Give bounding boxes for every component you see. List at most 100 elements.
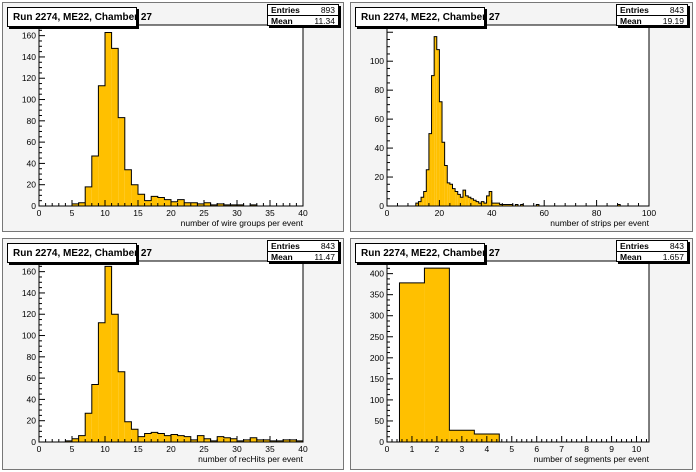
y-tick-label: 60	[375, 114, 385, 124]
histogram-bar	[424, 268, 450, 442]
x-tick-label: 20	[166, 208, 176, 218]
y-tick-label: 250	[370, 332, 384, 342]
histogram-bar	[483, 203, 487, 206]
histogram-bar	[444, 165, 448, 206]
y-tick-label: 50	[375, 416, 385, 426]
y-tick-label: 80	[27, 116, 37, 126]
histogram-bar	[473, 200, 477, 206]
histogram-bar	[431, 75, 435, 207]
x-tick-label: 0	[37, 444, 42, 454]
x-tick-label: 0	[37, 208, 42, 218]
x-axis-title: number of wire groups per event	[181, 218, 304, 228]
histogram-bar	[124, 421, 132, 442]
histogram-bar	[504, 204, 508, 206]
histogram-bar	[118, 371, 125, 442]
mean-label: Mean	[620, 252, 642, 262]
y-tick-label: 20	[375, 172, 385, 182]
histogram-bar	[497, 203, 500, 206]
y-tick-label: 40	[27, 394, 37, 404]
entries-label: Entries	[620, 241, 649, 251]
histogram-outline	[39, 265, 304, 443]
entries-label: Entries	[620, 5, 649, 15]
histogram-bar	[72, 203, 79, 206]
histogram-bar	[138, 194, 145, 206]
histogram-bar	[237, 204, 244, 206]
histogram-bar	[151, 432, 158, 442]
y-tick-label: 100	[22, 95, 36, 105]
histogram-bar	[502, 204, 505, 206]
histogram-bar	[491, 203, 495, 206]
plot-area	[39, 25, 303, 206]
entries-label: Entries	[271, 5, 300, 15]
histogram-panel-wire-groups: 0 5 10 15 20 25 30 35 40 0 20 40 60 80 100 120 140 160 num…	[2, 2, 344, 232]
histogram-bar	[449, 184, 453, 206]
histogram-bar	[217, 436, 224, 442]
x-tick-label: 80	[592, 208, 602, 218]
x-tick-label: 25	[199, 444, 209, 454]
histogram-bar	[536, 204, 539, 206]
histogram-bar	[230, 438, 237, 442]
histogram-bar	[72, 438, 79, 442]
histogram-bar	[436, 49, 440, 207]
histogram-bar	[447, 182, 450, 206]
y-tick-label: 140	[22, 52, 36, 62]
histogram-bar	[210, 440, 218, 442]
histogram-bar	[507, 204, 511, 206]
x-tick-label: 40	[298, 444, 308, 454]
histogram-bar	[164, 435, 171, 442]
histogram-bar	[426, 169, 429, 206]
x-tick-label: 35	[265, 208, 275, 218]
histogram-bar	[423, 191, 427, 206]
plot-area	[39, 261, 303, 442]
x-tick-label: 35	[265, 444, 275, 454]
histogram-bar	[223, 437, 231, 442]
histogram-bar	[65, 440, 72, 442]
histogram-bar	[184, 436, 191, 442]
x-tick-label: 10	[100, 208, 110, 218]
plot-frame	[386, 260, 650, 443]
histogram-bar	[452, 188, 456, 206]
histogram-bar	[91, 384, 99, 442]
y-tick-label: 160	[22, 267, 36, 277]
mean-value: 11.47	[314, 252, 335, 262]
x-tick-label: 60	[539, 208, 549, 218]
histogram-bar	[184, 202, 191, 206]
histogram-bar	[415, 203, 419, 206]
histogram-bar	[243, 439, 251, 442]
x-tick-label: 8	[584, 444, 589, 454]
x-tick-label: 40	[487, 208, 497, 218]
x-tick-label: 0	[385, 444, 390, 454]
histogram-panel-segments: 0 1 2 3 4 5 6 7 8 9 10 0 50 100 150 200 250 300 350 400 numb…	[350, 238, 693, 470]
x-tick-label: 15	[133, 208, 143, 218]
y-tick-label: 0	[31, 201, 36, 211]
histogram-bar	[171, 201, 178, 206]
histogram-bar	[489, 191, 492, 206]
x-tick-label: 2	[435, 444, 440, 454]
histogram-bar	[296, 440, 303, 442]
x-tick-label: 5	[70, 208, 75, 218]
histogram-bar	[250, 437, 257, 442]
x-tick-label: 20	[166, 444, 176, 454]
mean-value: 1.657	[662, 252, 684, 262]
y-tick-label: 120	[22, 309, 36, 319]
histogram-bar	[171, 434, 178, 442]
histogram-bar	[476, 201, 479, 206]
y-tick-label: 100	[22, 331, 36, 341]
entries-label: Entries	[271, 241, 300, 251]
x-tick-label: 100	[642, 208, 656, 218]
panel-title: Run 2274, ME22, Chamber 27	[355, 7, 500, 27]
histogram-bar	[289, 439, 297, 442]
histogram-bar	[462, 190, 466, 206]
histogram-bar	[270, 440, 277, 442]
histogram-bar	[223, 204, 231, 206]
stats-box: Entries 843 Mean 19.19	[616, 4, 688, 26]
histogram-bar	[515, 204, 518, 206]
histogram-bar	[105, 266, 112, 442]
histogram-bar	[478, 203, 482, 206]
histogram-bar	[617, 204, 621, 206]
histogram-segments: 0 1 2 3 4 5 6 7 8 9 10050100150200250300350400numb…	[370, 260, 650, 464]
y-tick-label: 60	[27, 373, 37, 383]
histogram-bar	[197, 203, 204, 206]
y-tick-label: 80	[27, 352, 37, 362]
